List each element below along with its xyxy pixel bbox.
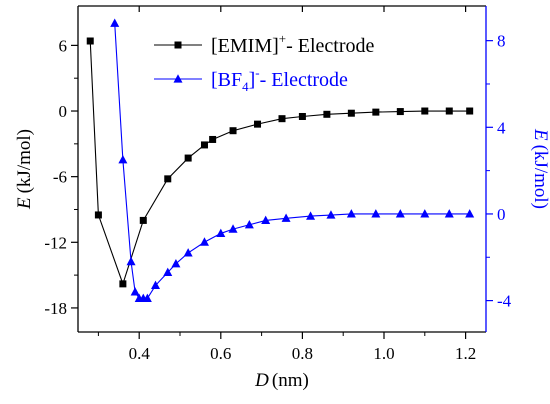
right-y-tick-label: 8 xyxy=(497,32,506,51)
legend-name-sup: + xyxy=(279,31,286,46)
data-point xyxy=(306,211,316,220)
data-point xyxy=(420,209,430,218)
data-point xyxy=(244,219,254,229)
data-point xyxy=(421,107,429,115)
data-point xyxy=(278,115,286,123)
data-point xyxy=(229,127,237,135)
left-y-tick-label: 6 xyxy=(59,36,68,55)
data-point xyxy=(323,110,331,118)
data-point xyxy=(216,228,226,238)
data-point xyxy=(151,280,161,290)
right-y-tick-label: -4 xyxy=(497,292,512,311)
x-axis-title: D (nm) xyxy=(254,370,309,391)
data-point xyxy=(86,37,94,45)
data-point xyxy=(142,293,152,303)
data-point xyxy=(119,280,127,288)
data-point xyxy=(346,209,356,218)
data-point xyxy=(130,287,140,296)
legend-name-main: [EMIM] xyxy=(211,35,279,57)
x-tick-label: 1.0 xyxy=(373,344,394,363)
data-point xyxy=(281,213,291,222)
data-point xyxy=(164,175,172,183)
data-point xyxy=(371,209,381,218)
data-point xyxy=(228,224,238,233)
data-point xyxy=(199,237,209,246)
data-point xyxy=(171,258,181,268)
data-point xyxy=(326,210,336,219)
legend-marker xyxy=(174,41,182,49)
data-point xyxy=(126,256,136,266)
data-point xyxy=(347,109,355,117)
data-point xyxy=(139,216,147,224)
left-y-axis-title: E (kJ/mol) xyxy=(14,129,35,210)
series-emim-electrode xyxy=(86,37,474,288)
right-y-tick-label: 4 xyxy=(497,118,506,137)
data-point xyxy=(184,154,192,162)
data-point xyxy=(466,107,474,115)
legend-name-close: ] xyxy=(249,69,256,91)
left-y-axis-variable: E xyxy=(14,197,35,210)
data-point xyxy=(445,107,453,115)
legend-name-tail: - Electrode xyxy=(286,35,374,57)
x-tick-label: 0.4 xyxy=(129,344,151,363)
left-y-tick-label: -6 xyxy=(53,168,67,187)
data-point xyxy=(395,209,405,218)
series-layer xyxy=(86,18,475,303)
left-y-tick-label: -18 xyxy=(44,299,67,318)
data-point xyxy=(372,108,380,116)
data-point xyxy=(200,141,208,149)
series-line xyxy=(114,23,470,299)
legend-name-tail: - Electrode xyxy=(260,69,348,91)
legend: [EMIM]+- Electrode[BF4]-- Electrode xyxy=(154,31,375,94)
data-point xyxy=(118,154,128,164)
left-y-tick-label: -12 xyxy=(44,233,67,252)
x-tick-label: 0.6 xyxy=(210,344,231,363)
right-y-axis-unit: (kJ/mol) xyxy=(530,145,550,209)
data-point xyxy=(444,209,454,218)
data-point xyxy=(261,215,271,225)
data-point xyxy=(209,135,217,143)
x-tick-label: 0.8 xyxy=(292,344,313,363)
legend-name-main: [BF xyxy=(211,69,242,91)
data-point xyxy=(465,209,475,218)
data-point xyxy=(396,108,404,116)
x-tick-label: 1.2 xyxy=(455,344,476,363)
data-point xyxy=(183,248,193,257)
legend-marker xyxy=(173,74,183,83)
data-point xyxy=(163,267,173,277)
legend-name-sub: 4 xyxy=(242,79,249,94)
right-y-axis-variable: E xyxy=(530,128,550,141)
data-point xyxy=(298,112,306,120)
data-point xyxy=(110,18,120,27)
data-point xyxy=(94,211,102,219)
series-bf4-electrode xyxy=(110,18,475,303)
x-axis-unit: (nm) xyxy=(272,370,309,391)
legend-entry-label: [BF4]-- Electrode xyxy=(211,65,348,94)
right-y-axis-title: E (kJ/mol) xyxy=(530,128,550,209)
left-y-tick-label: 0 xyxy=(59,102,68,121)
right-y-tick-label: 0 xyxy=(497,205,506,224)
x-axis-variable: D xyxy=(254,370,269,391)
left-y-axis-unit: (kJ/mol) xyxy=(14,129,35,193)
legend-name-sup: - xyxy=(255,65,259,80)
data-point xyxy=(254,120,262,128)
legend-entry-label: [EMIM]+- Electrode xyxy=(211,31,375,57)
